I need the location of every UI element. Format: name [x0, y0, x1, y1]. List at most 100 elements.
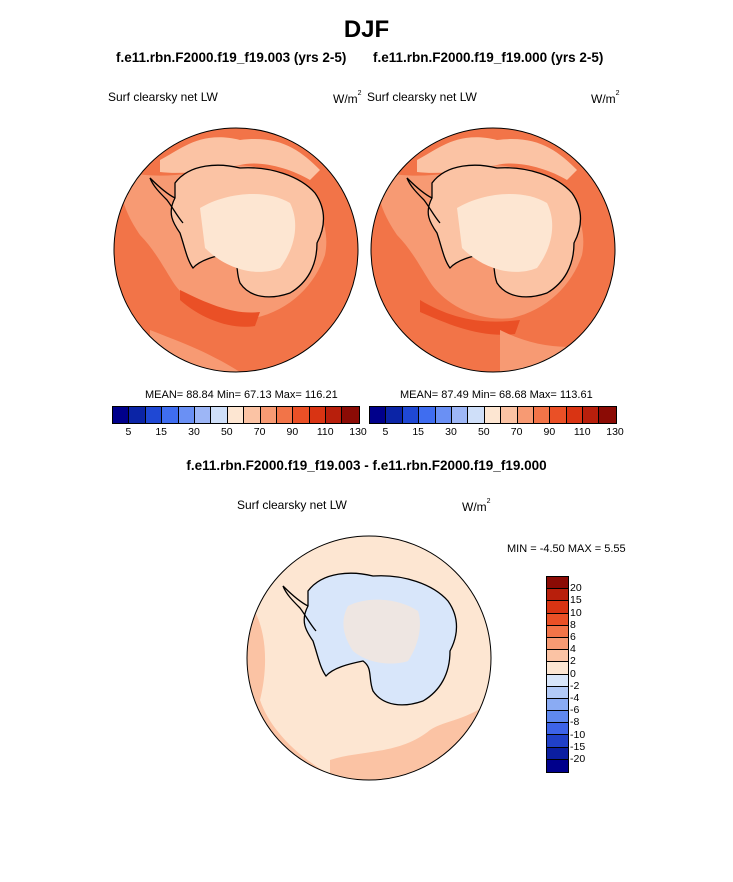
colorbar-swatch [402, 407, 420, 423]
difference-title: f.e11.rbn.F2000.f19_f19.003 - f.e11.rbn.… [186, 458, 547, 473]
colorbar-swatch [547, 613, 568, 626]
colorbar-tick-label: 30 [445, 426, 457, 438]
colorbar-tick-label: 15 [570, 594, 582, 607]
colorbar-tick-label: 2 [570, 655, 576, 668]
colorbar-swatch [550, 407, 567, 423]
colorbar-swatch [211, 407, 228, 423]
colorbar-tick-label: 50 [477, 426, 490, 438]
colorbar-swatch [468, 407, 485, 423]
colorbar-swatch [583, 407, 600, 423]
left-map-border [113, 127, 359, 373]
colorbar-tick-label: 30 [188, 426, 200, 438]
left-antarctica [149, 164, 325, 298]
colorbar-tick-label: 110 [316, 426, 334, 438]
colorbar-tick-label: 90 [543, 426, 556, 438]
colorbar-swatch [484, 407, 502, 423]
colorbar-swatch [533, 407, 551, 423]
right-panel-label: Surf clearsky net LW [367, 90, 477, 104]
colorbar-tick-label: 0 [570, 667, 576, 680]
colorbar-tick-label: 130 [606, 426, 624, 438]
colorbar-swatch [547, 625, 568, 638]
right-panel-stats: MEAN= 87.49 Min= 68.68 Max= 113.61 [400, 389, 593, 401]
colorbar-tick-label: 10 [570, 606, 582, 619]
colorbar-swatch [547, 601, 568, 614]
colorbar-tick-label: 15 [412, 426, 425, 438]
colorbar-swatch [566, 407, 584, 423]
colorbar-tick-label: 90 [286, 426, 299, 438]
colorbar-swatch [162, 407, 179, 423]
colorbar-swatch [309, 407, 327, 423]
colorbar-tick-label: -4 [570, 692, 580, 704]
colorbar-swatch [145, 407, 163, 423]
colorbar-tick-label: 5 [125, 426, 132, 438]
colorbar-swatch [293, 407, 310, 423]
colorbar-swatch [227, 407, 245, 423]
colorbar-swatch [547, 711, 568, 724]
left-panel-label: Surf clearsky net LW [108, 90, 218, 104]
colorbar-tick-label: 15 [155, 426, 168, 438]
colorbar-swatch [419, 407, 436, 423]
colorbar-swatch [547, 650, 568, 663]
right-colorbar [369, 406, 617, 424]
colorbar-tick-label: -2 [570, 679, 580, 692]
colorbar-swatch [547, 735, 568, 748]
colorbar-tick-label: 5 [382, 426, 389, 438]
colorbar-swatch [386, 407, 403, 423]
colorbar-swatch [517, 407, 534, 423]
colorbar-swatch [599, 407, 616, 423]
colorbar-tick-label: -6 [570, 704, 580, 717]
colorbar-swatch [547, 686, 568, 699]
colorbar-swatch [435, 407, 452, 423]
colorbar-tick-label: 8 [570, 618, 576, 631]
colorbar-swatch [113, 407, 130, 423]
colorbar-swatch [129, 407, 146, 423]
right-map-border [370, 127, 616, 373]
diff-colorbar [546, 576, 569, 773]
colorbar-swatch [260, 407, 277, 423]
colorbar-swatch [451, 407, 469, 423]
diff-antarctica [282, 572, 458, 706]
colorbar-swatch [501, 407, 518, 423]
colorbar-swatch [547, 674, 568, 687]
figure-title: DJF [343, 16, 390, 43]
colorbar-swatch [547, 589, 568, 602]
colorbar-swatch [547, 577, 568, 590]
diff-panel-unit: W/m2 [462, 498, 491, 514]
colorbar-swatch [547, 723, 568, 736]
colorbar-swatch [194, 407, 212, 423]
colorbar-swatch [276, 407, 294, 423]
colorbar-swatch [547, 662, 568, 675]
right-panel-unit: W/m2 [591, 90, 620, 106]
colorbar-swatch [547, 637, 568, 651]
colorbar-swatch [547, 759, 568, 772]
colorbar-tick-label: -10 [570, 728, 586, 741]
colorbar-tick-label: 6 [570, 631, 576, 643]
colorbar-swatch [547, 747, 568, 760]
colorbar-tick-label: 20 [570, 582, 582, 595]
left-case-title: f.e11.rbn.F2000.f19_f19.003 (yrs 2-5) [116, 50, 347, 65]
colorbar-tick-label: -15 [570, 740, 586, 753]
colorbar-swatch [547, 698, 568, 712]
colorbar-tick-label: -20 [570, 753, 586, 765]
right-antarctica [406, 164, 582, 298]
right-case-title: f.e11.rbn.F2000.f19_f19.000 (yrs 2-5) [373, 50, 604, 65]
left-panel-unit: W/m2 [333, 90, 362, 106]
left-colorbar [112, 406, 360, 424]
colorbar-swatch [370, 407, 387, 423]
colorbar-tick-label: 70 [510, 426, 523, 438]
colorbar-swatch [244, 407, 261, 423]
colorbar-tick-label: 4 [570, 643, 576, 656]
colorbar-tick-label: 130 [349, 426, 367, 438]
colorbar-tick-label: 50 [220, 426, 233, 438]
colorbar-tick-label: 70 [253, 426, 266, 438]
colorbar-swatch [342, 407, 359, 423]
diff-panel-label: Surf clearsky net LW [237, 498, 347, 512]
colorbar-swatch [178, 407, 195, 423]
colorbar-tick-label: 110 [573, 426, 591, 438]
left-panel-stats: MEAN= 88.84 Min= 67.13 Max= 116.21 [145, 389, 338, 401]
colorbar-tick-label: -8 [570, 716, 580, 729]
diff-map-border [246, 535, 492, 781]
colorbar-swatch [326, 407, 343, 423]
diff-panel-stats: MIN = -4.50 MAX = 5.55 [507, 543, 626, 555]
